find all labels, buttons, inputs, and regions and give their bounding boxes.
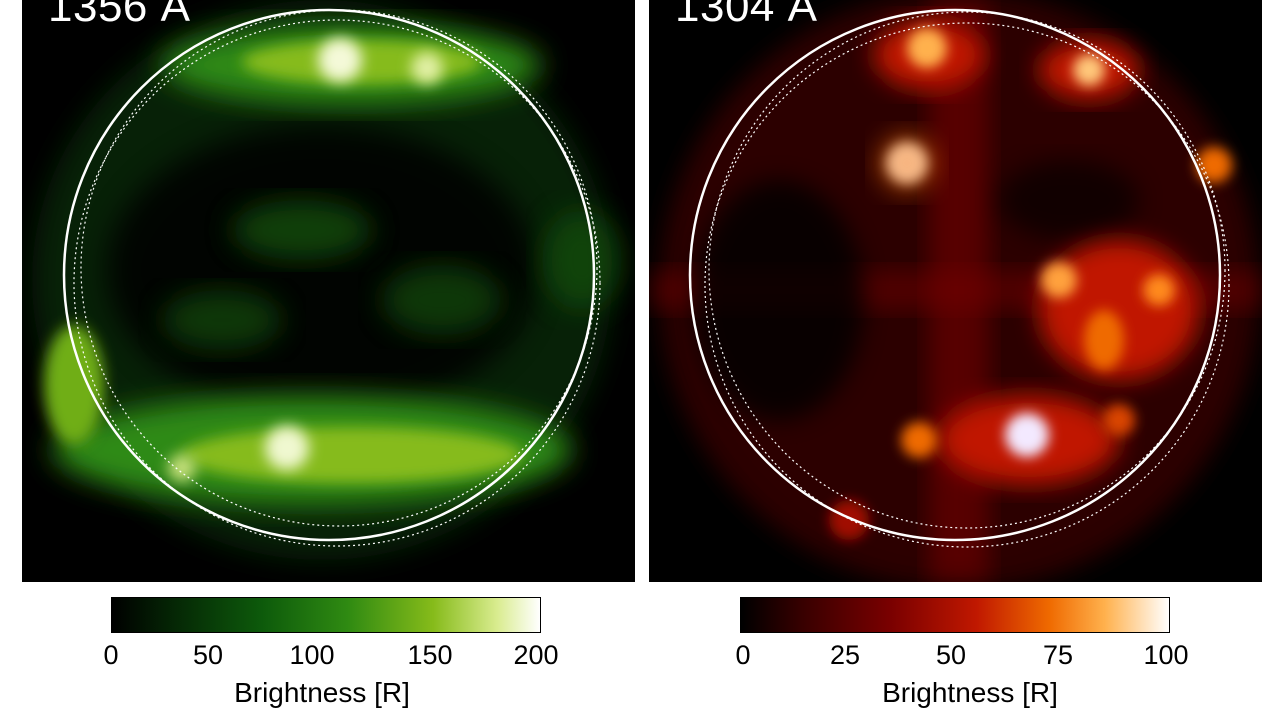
wavelength-label: 1356 Å (48, 0, 191, 31)
image-panel-1356: 1356 Å (22, 0, 635, 582)
colorbar-tick: 100 (289, 640, 335, 670)
emission-glow (32, 0, 622, 560)
colorbar-1356 (111, 597, 541, 633)
disk-outline (62, 8, 601, 547)
wavelength-label: 1304 Å (675, 0, 818, 31)
disk-outline (688, 8, 1230, 548)
colorbar-1304 (740, 597, 1170, 633)
colorbar-tick: 150 (407, 640, 453, 670)
colorbar-tick: 200 (513, 640, 559, 670)
emission-map-1304 (649, 0, 1262, 582)
emission-map-1356 (32, 0, 622, 560)
colorbar-title: Brightness [R] (882, 677, 1058, 708)
colorbar-tick: 0 (735, 640, 751, 670)
colorbar-tick: 50 (935, 640, 967, 670)
colorbar-tick: 75 (1042, 640, 1074, 670)
image-panel-1304: 1304 Å (649, 0, 1262, 582)
colorbar-title: Brightness [R] (234, 677, 410, 708)
emission-glow (649, 0, 1262, 582)
colorbar-tick: 100 (1143, 640, 1189, 670)
colorbar-tick: 25 (829, 640, 861, 670)
colorbar-tick: 0 (103, 640, 119, 670)
colorbar-tick: 50 (192, 640, 224, 670)
